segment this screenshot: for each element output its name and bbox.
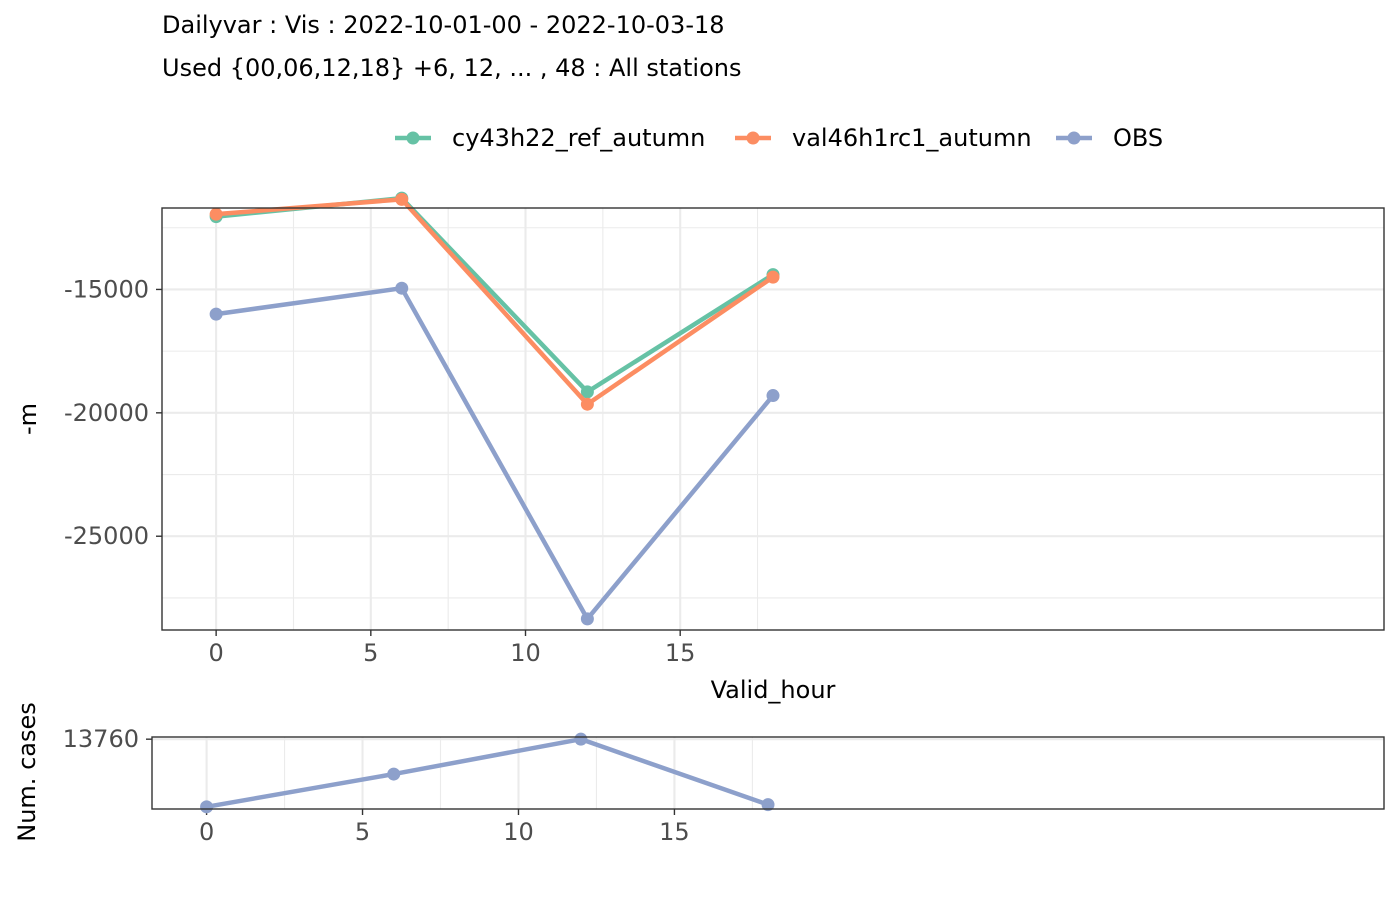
- legend-item-val46h1rc1-autumn: val46h1rc1_autumn: [735, 124, 1032, 152]
- x-axis-title: Valid_hour: [711, 676, 836, 704]
- series-line-obs: [215, 285, 775, 622]
- main-plot-panel: 0 5 10 15 -15000 -20000 -25000: [64, 191, 1385, 667]
- x-tick-label: 10: [503, 818, 534, 846]
- x-tick-label: 10: [510, 639, 541, 667]
- panel-border: [161, 207, 1385, 631]
- chart-title: Dailyvar : Vis : 2022-10-01-00 - 2022-10…: [162, 11, 725, 39]
- panel-background: [152, 737, 1384, 809]
- data-point-count: [200, 800, 214, 814]
- data-point-val46h1rc1-autumn: [580, 397, 594, 411]
- series-line-count: [206, 736, 769, 810]
- y-tick-label: -25000: [64, 522, 149, 550]
- y-tick-label: -20000: [64, 399, 149, 427]
- x-tick-label: 5: [355, 818, 370, 846]
- legend-item-obs: OBS: [1056, 124, 1163, 152]
- data-point-count: [574, 732, 588, 746]
- legend-label: OBS: [1113, 124, 1163, 152]
- data-point-obs: [395, 281, 409, 295]
- data-point-count: [761, 798, 775, 812]
- data-point-val46h1rc1-autumn: [766, 270, 780, 284]
- data-point-obs: [580, 612, 594, 626]
- legend-key-point: [406, 131, 420, 145]
- data-point-val46h1rc1-autumn: [395, 192, 409, 206]
- legend-label: val46h1rc1_autumn: [792, 124, 1032, 152]
- x-tick-label: 0: [199, 818, 214, 846]
- x-tick-label: 15: [659, 818, 690, 846]
- count-y-axis-title: Num. cases: [13, 702, 41, 841]
- count-plot-panel: 0 5 10 15 13760: [63, 725, 1385, 846]
- panel-border: [151, 736, 1385, 810]
- data-point-obs: [766, 389, 780, 403]
- legend-key-point: [746, 131, 760, 145]
- x-tick-label: 5: [363, 639, 378, 667]
- data-point-obs: [209, 307, 223, 321]
- legend-item-cy43h22-ref-autumn: cy43h22_ref_autumn: [395, 124, 705, 152]
- y-tick-label: -15000: [64, 275, 149, 303]
- legend-label: cy43h22_ref_autumn: [452, 124, 705, 152]
- data-point-count: [387, 767, 401, 781]
- data-point-cy43h22-ref-autumn: [580, 385, 594, 399]
- y-axis-title: -m: [14, 403, 42, 435]
- y-tick-label: 13760: [63, 725, 139, 753]
- data-point-val46h1rc1-autumn: [209, 207, 223, 221]
- x-tick-label: 0: [208, 639, 223, 667]
- chart-subtitle: Used {00,06,12,18} +6, 12, ... , 48 : Al…: [162, 54, 741, 82]
- legend-key-point: [1067, 131, 1081, 145]
- legend: cy43h22_ref_autumn val46h1rc1_autumn OBS: [395, 124, 1163, 152]
- x-tick-label: 15: [665, 639, 696, 667]
- series-line-val46h1rc1-autumn: [215, 197, 775, 407]
